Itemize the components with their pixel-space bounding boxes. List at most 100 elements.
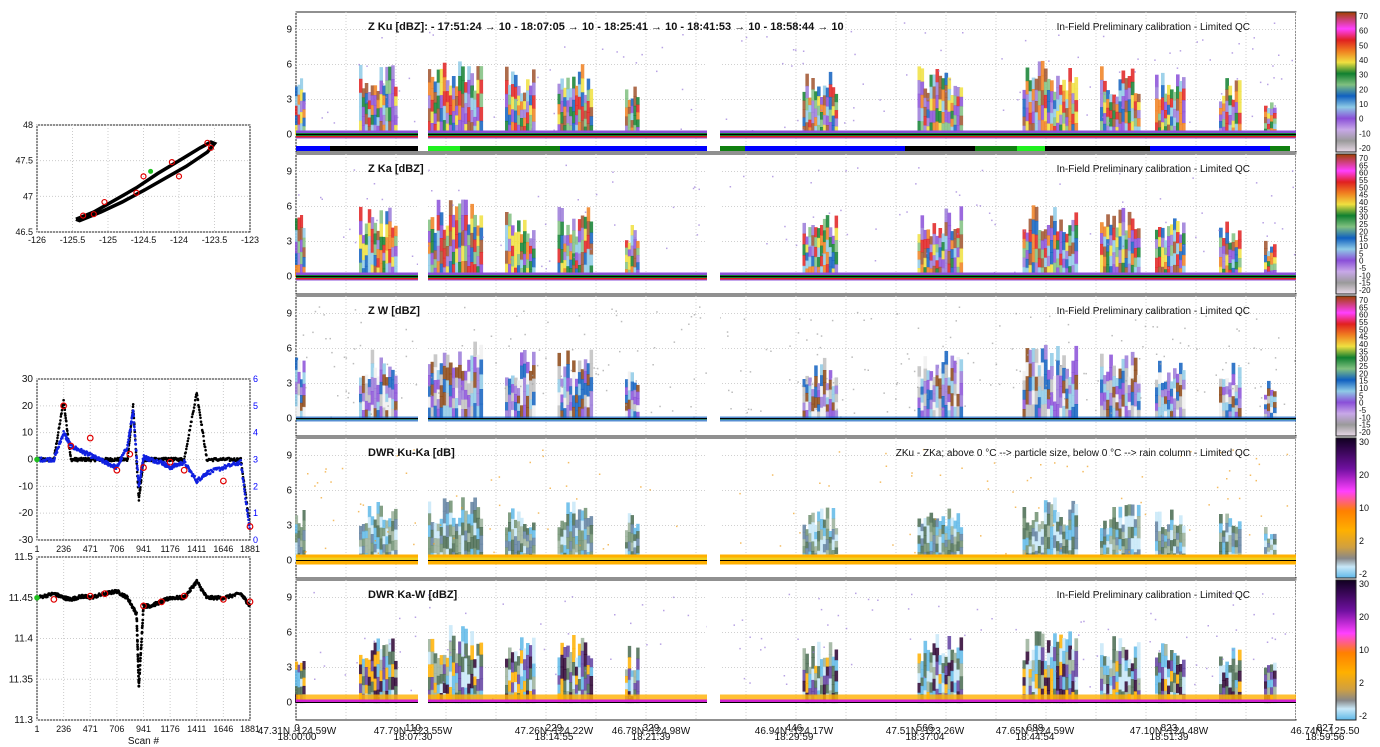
echo-cell <box>589 107 594 117</box>
noise-dot <box>1196 41 1198 43</box>
alt-marker <box>158 598 165 606</box>
speed-point-blue <box>90 456 94 460</box>
echo-cell <box>1225 232 1229 245</box>
noise-dot <box>988 212 991 214</box>
echo-cell <box>517 124 521 136</box>
echo-cell <box>959 371 964 384</box>
echo-cell <box>430 76 435 89</box>
echo-cell <box>586 89 591 102</box>
echo-cell <box>1222 238 1226 247</box>
echo-cell <box>625 125 629 136</box>
echo-cell <box>455 124 459 136</box>
echo-cell <box>394 539 398 551</box>
echo-cell <box>589 125 594 136</box>
echo-cell <box>385 121 389 136</box>
echo-cell <box>514 122 518 136</box>
echo-cell <box>526 101 530 113</box>
echo-cell <box>1273 107 1277 114</box>
noise-dot <box>696 234 699 236</box>
noise-dot <box>1262 222 1264 224</box>
noise-dot <box>809 245 811 247</box>
speed-point-blue <box>242 483 246 487</box>
echo-cell <box>391 79 395 94</box>
noise-dot <box>1247 362 1250 365</box>
echo-cell <box>1222 387 1226 396</box>
noise-dot <box>373 183 376 185</box>
speed-point-blue <box>247 518 250 522</box>
echo-cell <box>636 545 640 554</box>
noise-dot <box>1259 405 1261 408</box>
echo-cell <box>511 96 515 110</box>
noise-dot <box>650 411 653 414</box>
alt-marker <box>180 592 188 600</box>
echo-cell <box>451 122 456 136</box>
speed-point-black <box>187 433 191 437</box>
echo-cell <box>1074 238 1079 252</box>
noise-dot <box>746 411 748 414</box>
speed-point-blue <box>132 412 135 415</box>
echo-cell <box>433 123 438 136</box>
noise-dot <box>516 99 518 101</box>
noise-dot <box>812 216 815 218</box>
noise-dot <box>508 345 510 347</box>
echo-cell <box>526 112 530 124</box>
echo-cell <box>388 207 392 223</box>
noise-dot <box>329 337 331 340</box>
noise-dot <box>1001 58 1003 60</box>
echo-cell <box>828 71 833 85</box>
echo-cell <box>467 120 471 136</box>
echo-cell <box>367 109 372 119</box>
noise-dot <box>482 236 484 238</box>
alt-point <box>189 589 192 593</box>
noise-dot <box>298 194 300 196</box>
echo-cell <box>563 115 567 126</box>
echo-cell <box>636 248 640 256</box>
noise-dot <box>1002 109 1005 111</box>
echo-cell <box>514 86 518 100</box>
noise-dot <box>659 405 661 408</box>
echo-cell <box>563 87 567 98</box>
noise-dot <box>816 333 819 335</box>
noise-dot <box>1283 403 1286 405</box>
echo-cell <box>1237 367 1242 379</box>
noise-dot <box>853 412 856 414</box>
speed-start-marker <box>34 456 40 463</box>
noise-dot <box>836 408 838 411</box>
noise-dot <box>347 396 349 399</box>
echo-cell <box>1182 222 1186 234</box>
echo-cell <box>359 120 363 136</box>
noise-dot <box>1260 385 1262 388</box>
echo-cell <box>580 227 585 241</box>
echo-cell <box>473 90 477 100</box>
echo-cell <box>373 124 378 136</box>
echo-cell <box>1222 111 1226 120</box>
speed-point-black <box>198 408 201 412</box>
noise-dot <box>1170 409 1173 412</box>
noise-dot <box>766 36 768 38</box>
echo-cell <box>1068 68 1072 82</box>
echo-cell <box>1074 504 1079 516</box>
echo-cell <box>560 208 564 223</box>
echo-cell <box>1103 520 1107 530</box>
noise-dot <box>1027 354 1029 356</box>
noise-dot <box>524 333 526 336</box>
noise-dot <box>1159 363 1162 365</box>
noise-dot <box>1236 78 1239 80</box>
speed-point-black <box>199 416 202 420</box>
noise-dot <box>1097 380 1099 382</box>
noise-dot <box>1236 328 1238 330</box>
noise-dot <box>1273 77 1275 79</box>
map-xtick: -126 <box>28 235 46 245</box>
echo-cell <box>448 114 453 126</box>
echo-cell <box>464 199 468 216</box>
speed-point-black <box>199 420 203 424</box>
echo-cell <box>376 230 380 241</box>
alt-ytick: 11.5 <box>14 552 33 563</box>
echo-cell <box>295 105 299 116</box>
echo-cell <box>834 528 839 536</box>
speed-point-blue <box>129 427 132 431</box>
echo-cell <box>1136 374 1141 385</box>
echo-cell <box>1273 250 1277 258</box>
noise-dot <box>895 398 897 400</box>
speed-ytick-left: 0 <box>27 455 33 466</box>
